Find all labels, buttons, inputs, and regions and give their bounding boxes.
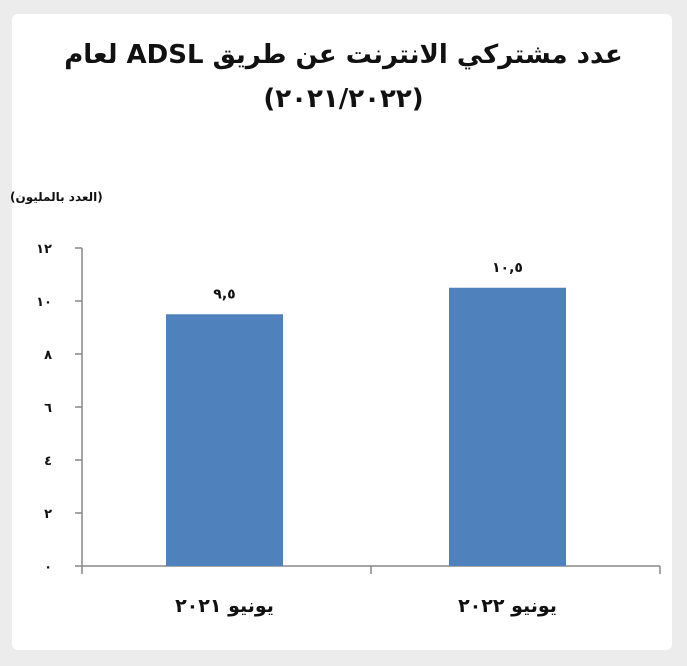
y-tick-label: ٢ xyxy=(44,507,52,522)
bar xyxy=(449,287,566,566)
chart-subtitle: (٢٠٢١/٢٠٢٢) xyxy=(263,84,424,114)
y-tick-label: ٠ xyxy=(44,560,52,575)
y-tick-label: ١٠ xyxy=(36,295,52,310)
y-axis-unit-label: (العدد بالمليون) xyxy=(10,190,103,204)
y-tick-label: ٨ xyxy=(44,348,52,363)
bar xyxy=(166,314,283,566)
x-category-label: يونيو ٢٠٢٢ xyxy=(458,595,557,617)
chart-title: عدد مشتركي الانترنت عن طريق ADSL لعام xyxy=(64,40,623,70)
bar-data-label: ٩,٥ xyxy=(213,286,235,302)
y-tick-label: ٤ xyxy=(44,454,52,469)
bar-data-label: ١٠,٥ xyxy=(492,260,523,276)
y-tick-label: ٦ xyxy=(44,401,52,416)
x-category-label: يونيو ٢٠٢١ xyxy=(175,595,274,617)
y-tick-label: ١٢ xyxy=(36,242,52,257)
